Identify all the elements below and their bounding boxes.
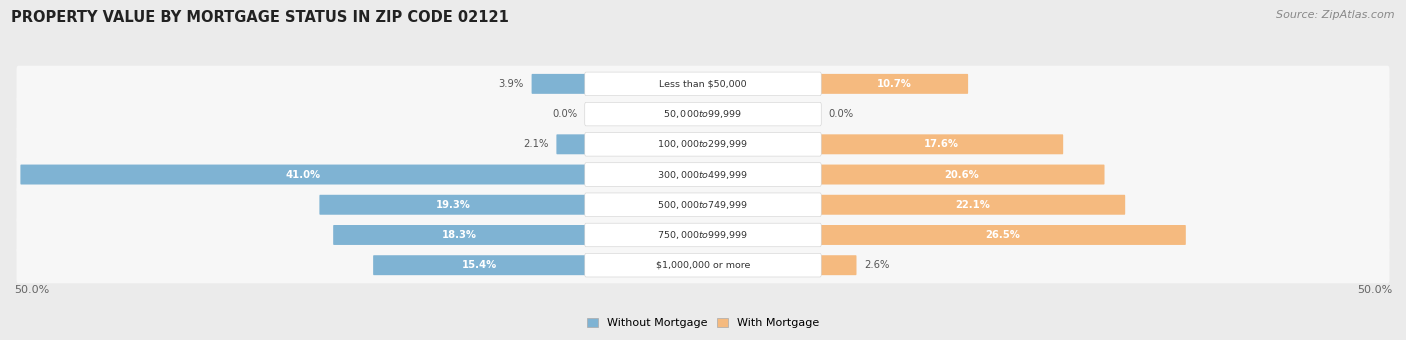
Text: 2.1%: 2.1%: [523, 139, 548, 149]
FancyBboxPatch shape: [585, 133, 821, 156]
Text: Less than $50,000: Less than $50,000: [659, 79, 747, 88]
FancyBboxPatch shape: [585, 163, 821, 186]
Text: 50.0%: 50.0%: [1357, 285, 1392, 295]
FancyBboxPatch shape: [17, 156, 1389, 193]
FancyBboxPatch shape: [17, 96, 1389, 132]
Text: 17.6%: 17.6%: [924, 139, 959, 149]
Text: Source: ZipAtlas.com: Source: ZipAtlas.com: [1277, 10, 1395, 20]
FancyBboxPatch shape: [820, 225, 1185, 245]
FancyBboxPatch shape: [319, 195, 586, 215]
FancyBboxPatch shape: [585, 102, 821, 126]
Text: 18.3%: 18.3%: [443, 230, 477, 240]
FancyBboxPatch shape: [531, 74, 586, 94]
Text: $300,000 to $499,999: $300,000 to $499,999: [658, 169, 748, 181]
Text: 15.4%: 15.4%: [463, 260, 498, 270]
Text: 10.7%: 10.7%: [876, 79, 911, 89]
Text: 0.0%: 0.0%: [553, 109, 578, 119]
Text: 41.0%: 41.0%: [285, 170, 321, 180]
Text: $500,000 to $749,999: $500,000 to $749,999: [658, 199, 748, 211]
FancyBboxPatch shape: [373, 255, 586, 275]
FancyBboxPatch shape: [585, 193, 821, 217]
Text: 26.5%: 26.5%: [986, 230, 1021, 240]
FancyBboxPatch shape: [820, 255, 856, 275]
Text: 20.6%: 20.6%: [945, 170, 980, 180]
FancyBboxPatch shape: [333, 225, 586, 245]
FancyBboxPatch shape: [820, 134, 1063, 154]
Text: $750,000 to $999,999: $750,000 to $999,999: [658, 229, 748, 241]
Text: $50,000 to $99,999: $50,000 to $99,999: [664, 108, 742, 120]
FancyBboxPatch shape: [17, 217, 1389, 253]
Text: PROPERTY VALUE BY MORTGAGE STATUS IN ZIP CODE 02121: PROPERTY VALUE BY MORTGAGE STATUS IN ZIP…: [11, 10, 509, 25]
FancyBboxPatch shape: [585, 72, 821, 96]
Text: 3.9%: 3.9%: [499, 79, 524, 89]
FancyBboxPatch shape: [585, 253, 821, 277]
Text: 50.0%: 50.0%: [14, 285, 49, 295]
FancyBboxPatch shape: [585, 223, 821, 247]
FancyBboxPatch shape: [17, 66, 1389, 102]
FancyBboxPatch shape: [820, 74, 969, 94]
FancyBboxPatch shape: [820, 195, 1125, 215]
Text: 22.1%: 22.1%: [955, 200, 990, 210]
Text: 0.0%: 0.0%: [828, 109, 853, 119]
FancyBboxPatch shape: [820, 165, 1105, 185]
Text: $100,000 to $299,999: $100,000 to $299,999: [658, 138, 748, 150]
FancyBboxPatch shape: [21, 165, 586, 185]
Text: $1,000,000 or more: $1,000,000 or more: [655, 261, 751, 270]
Text: 2.6%: 2.6%: [865, 260, 890, 270]
FancyBboxPatch shape: [17, 247, 1389, 283]
Text: 19.3%: 19.3%: [436, 200, 471, 210]
FancyBboxPatch shape: [17, 187, 1389, 223]
FancyBboxPatch shape: [17, 126, 1389, 163]
Legend: Without Mortgage, With Mortgage: Without Mortgage, With Mortgage: [588, 318, 818, 328]
FancyBboxPatch shape: [557, 134, 586, 154]
